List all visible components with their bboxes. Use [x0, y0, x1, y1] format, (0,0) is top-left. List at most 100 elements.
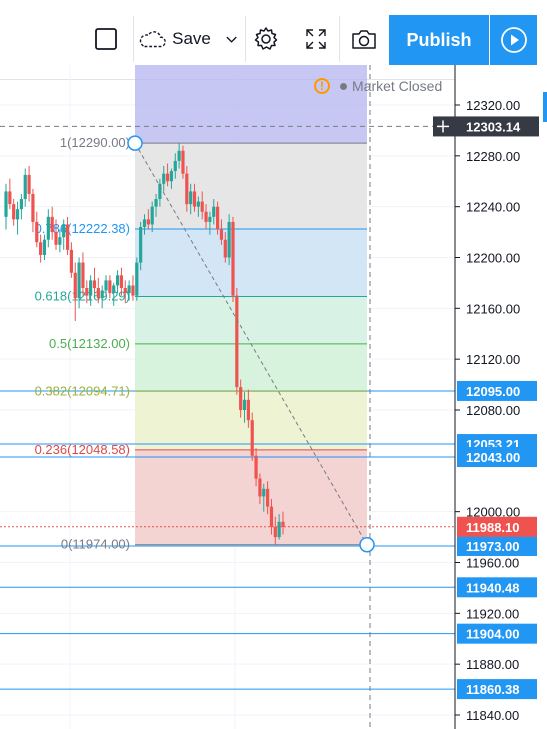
candle-body	[50, 216, 54, 233]
candle-body	[65, 224, 70, 250]
price-chart[interactable]: 1(12290.00) 0.786(12222.38) 0.618(12169.29…	[0, 65, 547, 729]
play-icon	[500, 27, 527, 53]
price-axis: 12320.00 12280.00 12240.00 12200.00 12160.00…	[433, 65, 547, 729]
toolbar-separator	[133, 16, 134, 62]
level-badge	[457, 447, 537, 468]
candle-body	[215, 206, 220, 230]
candle-body	[281, 521, 285, 527]
candle-body	[39, 242, 43, 255]
level-badge-label: 12043.00	[466, 450, 520, 465]
level-badge-label: 11973.00	[466, 539, 520, 554]
candle-body	[73, 272, 77, 299]
toolbar-separator	[245, 16, 246, 62]
fib-zone-0.786	[135, 229, 367, 297]
chevron-down-icon[interactable]	[225, 32, 238, 46]
candle-body	[127, 285, 131, 294]
fib-anchor-bottom	[359, 536, 375, 553]
candle-body	[142, 219, 147, 227]
current-price-badge	[457, 516, 537, 537]
candle-body	[131, 285, 135, 296]
crosshair-badge	[433, 116, 539, 137]
level-badge	[457, 577, 537, 598]
fullscreen-icon	[306, 29, 326, 49]
market-status-text: Market Closed	[352, 78, 443, 94]
candle-body	[154, 199, 158, 207]
axis-tick-label: 12080.00	[466, 403, 520, 418]
candle-body	[146, 219, 150, 225]
axis-tick-label: 11960.00	[466, 556, 519, 571]
candle-body	[92, 280, 97, 288]
candle-body	[119, 275, 124, 288]
candle-body	[31, 193, 35, 222]
candle-body	[169, 171, 174, 182]
candle-body	[177, 150, 181, 161]
axis-tick-label: 12240.00	[466, 200, 520, 215]
candle-body	[189, 191, 193, 205]
candle-body	[227, 221, 231, 258]
candle-body	[27, 174, 31, 194]
candle-body	[46, 216, 50, 240]
candle-body	[123, 288, 127, 294]
candle-body	[69, 249, 74, 273]
candle-body	[112, 285, 116, 294]
candle-body	[242, 399, 247, 410]
axis-tick-label: 12320.00	[466, 98, 520, 113]
candle-body	[150, 206, 154, 225]
level-badge-label: 11904.00	[466, 627, 520, 642]
level-badge	[457, 623, 537, 644]
candle-body	[108, 280, 112, 294]
candle-body	[204, 211, 208, 222]
candle-body	[250, 420, 254, 456]
gear-icon	[254, 27, 278, 50]
play-button[interactable]	[490, 15, 537, 65]
square-icon	[95, 28, 117, 50]
fib-label-0.618: 0.618(12169.29)	[35, 289, 130, 304]
candle-body	[77, 262, 81, 299]
camera-icon	[352, 30, 376, 49]
candle-body	[15, 209, 20, 220]
candle-body	[19, 199, 23, 210]
candle-body	[35, 221, 39, 243]
settings-button[interactable]	[248, 15, 284, 63]
level-badge	[457, 535, 537, 556]
fullscreen-button[interactable]	[298, 15, 334, 63]
candle-body	[96, 288, 100, 299]
candle-body	[231, 221, 235, 296]
candle-body	[165, 173, 170, 182]
fibonacci-zones	[135, 65, 367, 545]
axis-tick-label: 12280.00	[466, 149, 520, 164]
publish-button[interactable]: Publish	[389, 15, 489, 65]
candle-body	[54, 232, 58, 245]
candle-body	[162, 173, 166, 184]
candle-body	[158, 183, 162, 200]
axis-tick-label: 12200.00	[466, 251, 520, 266]
axis-tick-label: 12160.00	[466, 301, 520, 316]
axis-tick-label: 11880.00	[466, 657, 519, 672]
axis-tick-label: 12120.00	[466, 352, 520, 367]
candlestick-series	[4, 143, 285, 545]
drawing-overlay	[0, 65, 455, 729]
candle-body	[254, 455, 258, 479]
crosshair-price-label: 12303.14	[466, 119, 521, 134]
candle-body	[104, 280, 108, 291]
fib-label-0.382: 0.382(12094.71)	[35, 383, 130, 398]
cloud-icon	[139, 31, 166, 48]
layout-button[interactable]	[88, 15, 124, 63]
fib-zone-0.5	[135, 343, 367, 392]
current-price-badge-label: 11988.10	[466, 520, 520, 535]
save-button[interactable]: Save	[138, 15, 238, 63]
save-label: Save	[172, 29, 211, 48]
candle-body	[89, 280, 93, 296]
toolbar-separator	[339, 16, 340, 62]
candle-body	[212, 206, 216, 217]
candle-body	[12, 204, 16, 220]
candle-body	[246, 399, 250, 421]
candle-body	[277, 521, 281, 538]
candle-body	[181, 150, 185, 174]
candle-body	[100, 290, 104, 299]
fib-zone-0.236	[135, 449, 367, 545]
fib-zone-1	[135, 143, 367, 230]
candle-body	[269, 506, 274, 527]
snapshot-button[interactable]	[346, 15, 382, 63]
candle-body	[81, 262, 85, 288]
